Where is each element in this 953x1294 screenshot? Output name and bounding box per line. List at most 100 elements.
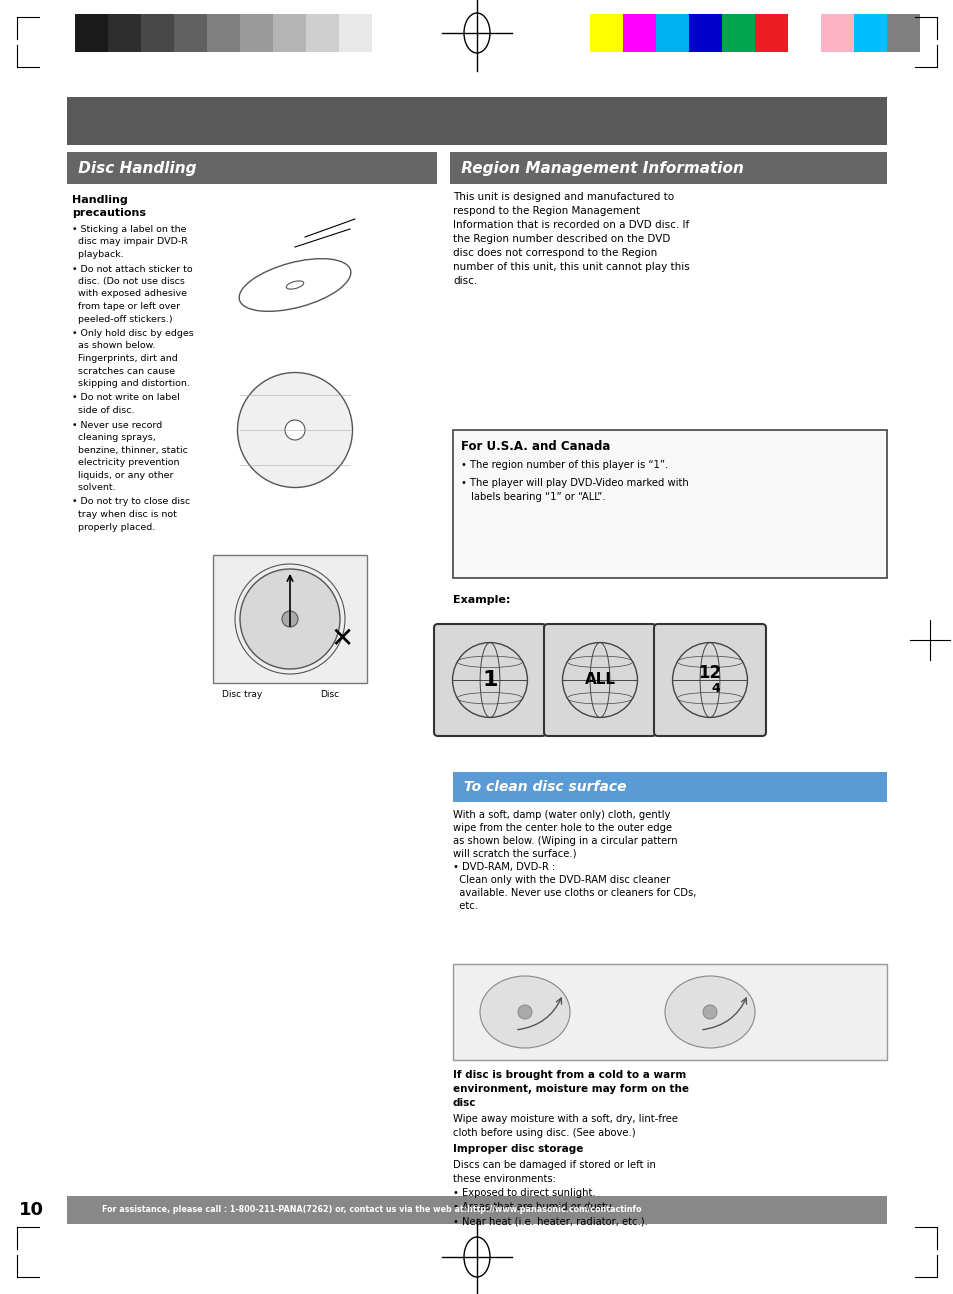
Text: cleaning sprays,: cleaning sprays, <box>71 433 155 443</box>
Text: 1: 1 <box>482 670 497 690</box>
Text: scratches can cause: scratches can cause <box>71 366 175 375</box>
Ellipse shape <box>479 976 569 1048</box>
Text: playback.: playback. <box>71 250 124 259</box>
Bar <box>338 14 372 52</box>
Text: Disc: Disc <box>319 690 338 699</box>
Bar <box>622 14 656 52</box>
Bar <box>207 14 240 52</box>
Text: Wipe away moisture with a soft, dry, lint-free: Wipe away moisture with a soft, dry, lin… <box>453 1114 678 1124</box>
Text: liquids, or any other: liquids, or any other <box>71 471 173 480</box>
Text: For assistance, please call : 1-800-211-PANA(7262) or, contact us via the web at: For assistance, please call : 1-800-211-… <box>102 1206 640 1215</box>
Text: • Exposed to direct sunlight.: • Exposed to direct sunlight. <box>453 1188 595 1198</box>
Bar <box>450 151 886 184</box>
Text: with exposed adhesive: with exposed adhesive <box>71 290 187 299</box>
Ellipse shape <box>702 1005 717 1018</box>
Text: With a soft, damp (water only) cloth, gently: With a soft, damp (water only) cloth, ge… <box>453 810 670 820</box>
Text: environment, moisture may form on the: environment, moisture may form on the <box>453 1084 688 1093</box>
Text: Discs can be damaged if stored or left in: Discs can be damaged if stored or left i… <box>453 1159 656 1170</box>
Bar <box>787 14 821 52</box>
Text: from tape or left over: from tape or left over <box>71 302 180 311</box>
Ellipse shape <box>237 373 352 488</box>
Text: etc.: etc. <box>453 901 477 911</box>
Text: benzine, thinner, static: benzine, thinner, static <box>71 445 188 454</box>
Text: disc may impair DVD-R: disc may impair DVD-R <box>71 238 188 246</box>
Text: Disc tray: Disc tray <box>222 690 262 699</box>
Text: 12: 12 <box>698 664 720 682</box>
Text: • Near heat (i.e. heater, radiator, etc.).: • Near heat (i.e. heater, radiator, etc.… <box>453 1216 647 1225</box>
Text: • The player will play DVD-Video marked with: • The player will play DVD-Video marked … <box>460 477 688 488</box>
Text: 4: 4 <box>711 682 720 695</box>
Bar <box>213 555 367 683</box>
Text: disc: disc <box>453 1099 476 1108</box>
Text: ALL: ALL <box>584 673 615 687</box>
Text: • Do not try to close disc: • Do not try to close disc <box>71 497 190 506</box>
Bar <box>589 14 622 52</box>
Bar <box>721 14 754 52</box>
Text: will scratch the surface.): will scratch the surface.) <box>453 849 576 859</box>
Text: Region Management Information: Region Management Information <box>456 160 743 176</box>
Bar <box>173 14 207 52</box>
Text: • The region number of this player is “1”.: • The region number of this player is “1… <box>460 459 667 470</box>
Text: precautions: precautions <box>71 208 146 217</box>
Text: the Region number described on the DVD: the Region number described on the DVD <box>453 234 670 245</box>
Bar <box>453 773 886 802</box>
Text: available. Never use cloths or cleaners for CDs,: available. Never use cloths or cleaners … <box>453 888 696 898</box>
Text: Fingerprints, dirt and: Fingerprints, dirt and <box>71 355 177 364</box>
Bar <box>67 1196 886 1224</box>
FancyBboxPatch shape <box>434 624 545 736</box>
Text: number of this unit, this unit cannot play this: number of this unit, this unit cannot pl… <box>453 261 689 272</box>
Ellipse shape <box>282 611 297 628</box>
Text: as shown below. (Wiping in a circular pattern: as shown below. (Wiping in a circular pa… <box>453 836 677 846</box>
Text: as shown below.: as shown below. <box>71 342 155 351</box>
Bar <box>453 430 886 578</box>
Text: • Never use record: • Never use record <box>71 421 162 430</box>
Text: peeled-off stickers.): peeled-off stickers.) <box>71 314 172 324</box>
Bar <box>886 14 919 52</box>
Bar <box>273 14 306 52</box>
Text: Example:: Example: <box>453 595 510 606</box>
Text: 10: 10 <box>19 1201 44 1219</box>
Ellipse shape <box>285 421 305 440</box>
Text: disc.: disc. <box>453 276 476 286</box>
Bar <box>656 14 688 52</box>
Text: • Sticking a label on the: • Sticking a label on the <box>71 225 186 234</box>
Text: Information that is recorded on a DVD disc. If: Information that is recorded on a DVD di… <box>453 220 688 230</box>
Text: respond to the Region Management: respond to the Region Management <box>453 206 639 216</box>
Text: disc. (Do not use discs: disc. (Do not use discs <box>71 277 185 286</box>
Text: • Do not attach sticker to: • Do not attach sticker to <box>71 264 193 273</box>
Text: This unit is designed and manufactured to: This unit is designed and manufactured t… <box>453 192 674 202</box>
Bar <box>754 14 787 52</box>
FancyBboxPatch shape <box>654 624 765 736</box>
Text: • Areas that are humid or dusty.: • Areas that are humid or dusty. <box>453 1202 613 1212</box>
Text: • Only hold disc by edges: • Only hold disc by edges <box>71 329 193 338</box>
Text: Handling: Handling <box>71 195 128 204</box>
Text: skipping and distortion.: skipping and distortion. <box>71 379 190 388</box>
Text: If disc is brought from a cold to a warm: If disc is brought from a cold to a warm <box>453 1070 685 1080</box>
Text: these environments:: these environments: <box>453 1174 556 1184</box>
FancyBboxPatch shape <box>543 624 656 736</box>
Ellipse shape <box>664 976 754 1048</box>
Bar <box>372 14 405 52</box>
Bar <box>67 151 436 184</box>
Text: Disc Handling: Disc Handling <box>73 160 196 176</box>
Text: Improper disc storage: Improper disc storage <box>453 1144 583 1154</box>
Text: side of disc.: side of disc. <box>71 406 134 415</box>
Ellipse shape <box>240 569 339 669</box>
Text: electricity prevention: electricity prevention <box>71 458 179 467</box>
Text: disc does not correspond to the Region: disc does not correspond to the Region <box>453 248 657 258</box>
Bar <box>108 14 141 52</box>
Text: • Do not write on label: • Do not write on label <box>71 393 179 402</box>
Text: Clean only with the DVD-RAM disc cleaner: Clean only with the DVD-RAM disc cleaner <box>453 875 670 885</box>
Text: ✕: ✕ <box>330 625 354 653</box>
Bar <box>688 14 721 52</box>
Text: labels bearing “1” or “ALL”.: labels bearing “1” or “ALL”. <box>471 492 605 502</box>
Text: properly placed.: properly placed. <box>71 523 155 532</box>
Bar <box>240 14 273 52</box>
Bar <box>821 14 853 52</box>
Bar <box>453 964 886 1060</box>
Bar <box>853 14 886 52</box>
Bar <box>67 97 886 145</box>
Bar <box>141 14 173 52</box>
Text: cloth before using disc. (See above.): cloth before using disc. (See above.) <box>453 1128 635 1137</box>
Bar <box>306 14 338 52</box>
